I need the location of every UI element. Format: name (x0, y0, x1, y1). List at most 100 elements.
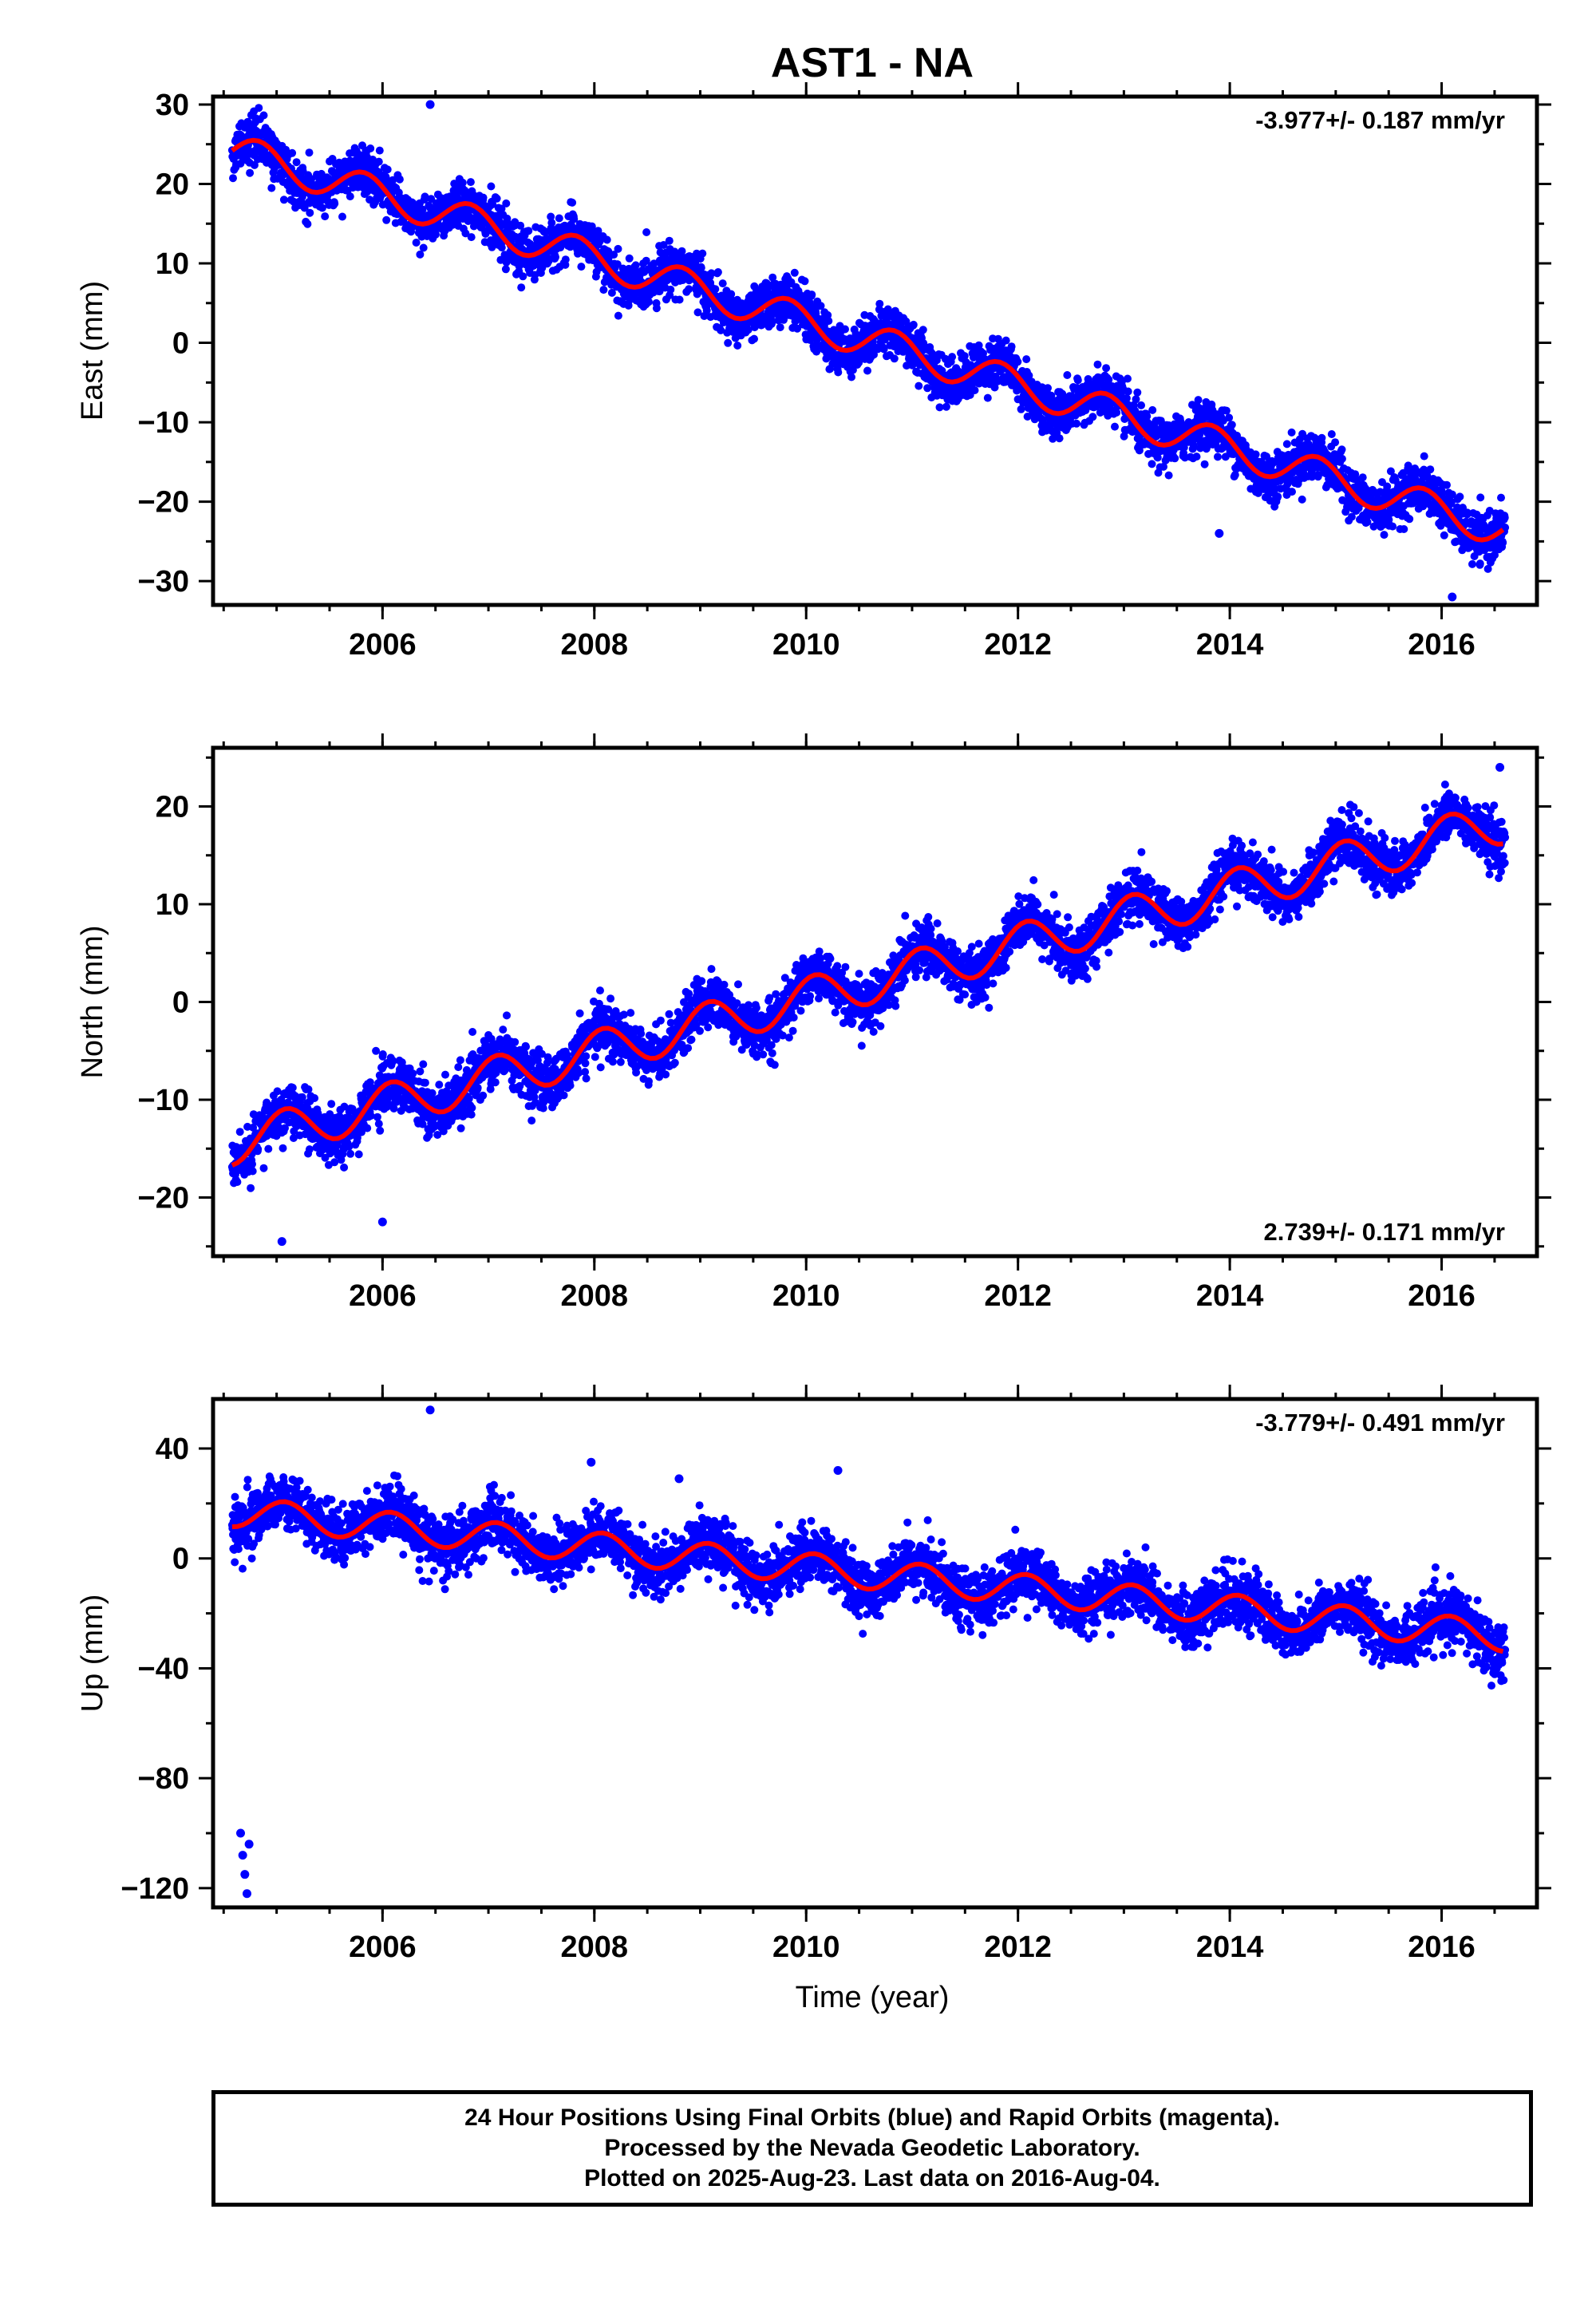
data-point (970, 386, 979, 394)
data-point (1440, 531, 1448, 539)
data-point (1443, 480, 1451, 489)
data-point (697, 263, 705, 272)
data-point (1331, 438, 1340, 447)
data-point (1251, 450, 1260, 459)
data-point (318, 204, 326, 212)
data-point (666, 285, 675, 294)
data-point (487, 182, 496, 191)
data-point (1025, 371, 1033, 380)
data-point (768, 318, 776, 326)
data-point (659, 241, 668, 249)
data-point (909, 320, 918, 329)
data-point (375, 146, 384, 155)
data-point (250, 160, 259, 169)
x-tick-label: 2010 (772, 628, 840, 662)
data-point (366, 144, 375, 152)
data-point (790, 268, 799, 277)
data-point (310, 1094, 319, 1102)
data-point (235, 1128, 244, 1136)
data-point (942, 402, 950, 411)
data-point (547, 219, 556, 227)
data-point (354, 1150, 363, 1159)
data-point (1137, 401, 1145, 409)
data-point (1093, 360, 1102, 369)
data-point (517, 283, 526, 292)
data-point (1132, 395, 1140, 404)
data-point (800, 277, 809, 286)
data-point (1420, 452, 1428, 460)
x-tick-label: 2014 (1196, 628, 1264, 662)
data-point (248, 1160, 256, 1168)
data-point (321, 212, 330, 221)
data-point (1122, 394, 1131, 402)
data-point (547, 212, 555, 221)
data-point (555, 214, 563, 223)
data-point (1038, 417, 1047, 426)
data-point (233, 1178, 242, 1186)
data-point (1214, 453, 1222, 461)
data-point (346, 1149, 355, 1158)
data-point (259, 1164, 268, 1172)
y-tick-label: −10 (138, 406, 189, 440)
data-point (279, 1144, 287, 1152)
data-point (693, 308, 702, 317)
data-point (382, 215, 391, 224)
data-point (1288, 488, 1296, 496)
data-point (816, 302, 825, 310)
data-point (979, 349, 987, 358)
data-point (366, 1112, 375, 1120)
data-point (1007, 342, 1016, 351)
data-point (1124, 374, 1132, 383)
data-point (229, 174, 237, 183)
data-point (1192, 453, 1201, 461)
data-point (577, 263, 586, 271)
data-point (645, 298, 653, 306)
data-point (879, 345, 888, 354)
data-point (793, 324, 802, 333)
data-point (863, 366, 871, 375)
data-point (1389, 522, 1397, 531)
data-point (458, 178, 467, 187)
data-point (1468, 559, 1476, 568)
data-point (614, 244, 622, 253)
data-point (675, 295, 684, 304)
data-point (776, 323, 784, 332)
panel-east: 2006 2008 2010 2012 2014 2016−30−20−100102030… (76, 82, 1551, 662)
data-point (488, 200, 497, 209)
data-point (1476, 493, 1485, 502)
data-point (698, 249, 707, 258)
data-point (330, 200, 339, 208)
data-point (780, 315, 788, 324)
data-point (1124, 387, 1132, 396)
data-point (1287, 428, 1296, 437)
data-point (718, 279, 727, 288)
x-tick-label: 2008 (561, 628, 629, 662)
data-point (890, 354, 899, 363)
x-tick-label: 2012 (984, 628, 1052, 662)
data-point (1148, 460, 1156, 468)
data-point (1282, 440, 1291, 449)
data-point (923, 384, 932, 393)
data-point (374, 157, 383, 166)
data-point (1317, 433, 1326, 442)
data-point (1358, 473, 1367, 482)
data-point (1274, 492, 1282, 501)
data-point (713, 268, 722, 276)
data-point (824, 317, 833, 326)
data-point (870, 350, 878, 359)
data-point (1044, 384, 1052, 393)
data-point (259, 111, 268, 120)
y-tick-label: 0 (172, 327, 189, 361)
data-point (625, 254, 634, 263)
data-point (1022, 355, 1031, 364)
data-point (1363, 518, 1372, 526)
data-point (389, 176, 397, 184)
data-point (1073, 376, 1082, 385)
data-point (1222, 406, 1231, 415)
data-point (678, 247, 686, 255)
data-point (915, 381, 923, 390)
y-tick-label: 30 (156, 89, 189, 122)
data-point (561, 255, 570, 264)
data-point (707, 269, 716, 278)
